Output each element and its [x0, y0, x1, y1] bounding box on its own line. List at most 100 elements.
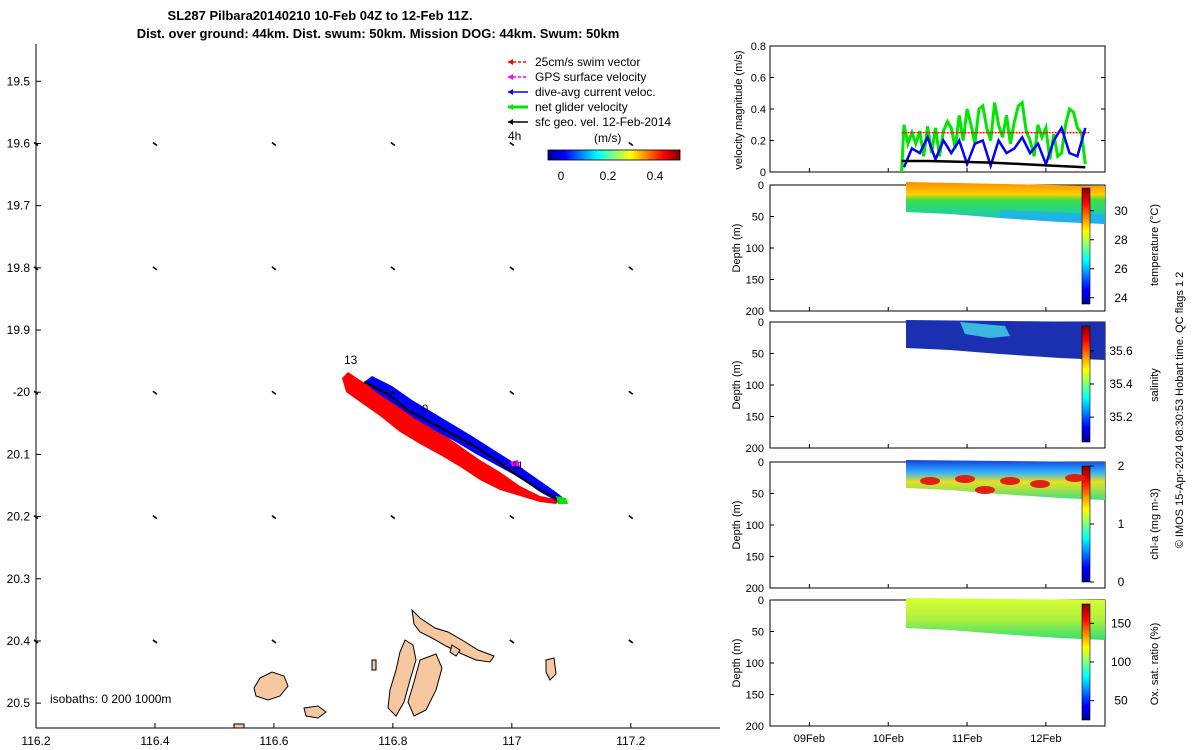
track-annotation-0: 0 — [422, 403, 428, 415]
island-5 — [303, 705, 327, 719]
cbar-tick-label: 35.2 — [1109, 410, 1133, 424]
map-x-tick-label: 116.8 — [378, 734, 407, 748]
island-1 — [411, 608, 495, 663]
map-x-tick-label: 117.2 — [616, 734, 645, 748]
oxygen-section-fill — [906, 598, 1105, 640]
figure-title-line2: Dist. over ground: 44km. Dist. swum: 50k… — [137, 26, 620, 41]
depth-tick-label: 200 — [746, 721, 764, 733]
legend-entry-label: net glider velocity — [535, 100, 628, 114]
geostrophic-vector — [152, 266, 158, 271]
map-y-ticks: 19.5 19.6 19.7 19.8 19.9 -20 20.1 20.2 20.3 20.4 2… — [7, 74, 41, 710]
depth-tick-label: 0 — [758, 180, 764, 192]
net-velocity-end — [556, 496, 568, 504]
geostrophic-vector — [152, 141, 158, 147]
chla-maximum-blob — [1000, 477, 1020, 485]
geostrophic-vector — [390, 141, 396, 147]
cbar-tick-label: 150 — [1111, 616, 1131, 630]
map-y-tick-label: 19.8 — [7, 261, 31, 275]
cbar-tick-label: 0 — [1118, 575, 1125, 589]
date-x-ticks: 09Feb 10Feb 11Feb 12Feb — [794, 168, 1061, 745]
isobaths-note: isobaths: 0 200 1000m — [50, 692, 171, 706]
geostrophic-vector — [152, 514, 158, 520]
geostrophic-vector — [628, 514, 634, 520]
island-3 — [407, 653, 443, 717]
salinity-colorbar — [1081, 325, 1091, 443]
current-velocity-swath — [364, 376, 566, 502]
oxygen-cbar-label: Ox. sat. ratio (%) — [1149, 623, 1161, 706]
map-y-tick-label: 19.5 — [7, 74, 31, 88]
depth-tick-label: 100 — [746, 380, 764, 392]
depth-tick-label: 100 — [746, 520, 764, 532]
chla-colorbar — [1081, 465, 1091, 583]
geostrophic-vector — [509, 639, 515, 644]
map-y-tick-label: -20 — [13, 385, 31, 399]
map-x-tick-label: 116.4 — [140, 734, 169, 748]
island-9 — [233, 723, 245, 729]
gps-velocity-mark — [510, 460, 520, 466]
map-x-tick-label: 116.2 — [21, 734, 50, 748]
velocity-lines — [900, 99, 1090, 173]
chla-maximum-blob — [975, 486, 995, 494]
chla-cbar-label: chl-a (mg m-3) — [1149, 488, 1161, 560]
cbar-tick-label: 2 — [1118, 459, 1125, 473]
section-panels: temperature (°C) salinity chl-a (mg m-3)… — [731, 168, 1161, 745]
map-y-tick-label: 20.2 — [7, 510, 31, 524]
velocity-panel: 0 0.2 0.4 0.6 0.8 velocity magnitude (m/s) — [733, 41, 1106, 179]
cbar-tick-label: 50 — [1114, 694, 1128, 708]
chla-maximum-blob — [955, 475, 975, 483]
depth-tick-label: 200 — [746, 583, 764, 595]
geostrophic-vector — [152, 390, 158, 395]
geostrophic-vector — [390, 266, 396, 271]
geostrophic-vector — [509, 514, 515, 520]
velocity-y-tick-label: 0.6 — [751, 73, 766, 85]
map-y-tick-label: 20.5 — [7, 696, 31, 710]
depth-tick-label: 0 — [758, 457, 764, 469]
geostrophic-vector — [271, 266, 277, 271]
depth-tick-label: 200 — [746, 443, 764, 455]
cbar-tick-label: 26 — [1114, 262, 1128, 276]
island-6 — [545, 657, 557, 681]
geostrophic-vector — [628, 639, 634, 644]
cbar-tick-label: 30 — [1114, 204, 1128, 218]
geostrophic-vector — [628, 390, 634, 395]
island-2 — [387, 639, 417, 717]
legend-entry-label: dive-avg current veloc. — [535, 85, 656, 99]
velocity-y-tick-label: 0.2 — [751, 136, 766, 148]
copyright-note: © IMOS 15-Apr-2024 08:30:53 Hobart time.… — [1174, 272, 1186, 549]
chla-maximum-blob — [1030, 480, 1050, 488]
map-y-tick-label: 19.6 — [7, 136, 31, 150]
date-tick-label: 09Feb — [794, 733, 825, 745]
map-y-tick-label: 20.4 — [7, 634, 31, 648]
velocity-y-tick-label: 0 — [760, 167, 766, 179]
legend-arrowhead — [508, 104, 513, 110]
cbar-tick-label: 35.6 — [1109, 344, 1133, 358]
map-x-ticks: 116.2 116.4 116.6 116.8 117 117.2 — [21, 723, 646, 748]
legend-entry-label: sfc geo. vel. 12-Feb-2014 — [535, 115, 671, 129]
velocity-y-tick-label: 0.8 — [751, 41, 766, 53]
depth-axis-label: Depth (m) — [731, 361, 743, 410]
depth-axis-label: Depth (m) — [731, 501, 743, 550]
salinity-section-fill — [906, 320, 1105, 360]
geostrophic-vector — [390, 514, 396, 520]
map-y-tick-label: 19.7 — [7, 199, 31, 213]
velocity-y-tick-label: 0.4 — [751, 104, 766, 116]
map-panel: 13 0 11 116.2 116.4 116.6 116.8 117 117.2 19.… — [7, 44, 720, 748]
depth-tick-label: 150 — [746, 412, 764, 424]
glider-track-line — [363, 381, 561, 501]
geostrophic-vector — [390, 390, 396, 395]
geostrophic-vector — [628, 141, 634, 147]
geostrophic-vector — [628, 266, 634, 271]
depth-tick-label: 200 — [746, 306, 764, 318]
temperature-deep-patch — [1000, 210, 1105, 224]
oxygen-colorbar — [1081, 603, 1091, 721]
legend-entry-label: 25cm/s swim vector — [535, 55, 640, 69]
oxygen-panel: Ox. sat. ratio (%) — [769, 598, 1161, 727]
island-7 — [449, 644, 461, 657]
velocity-series-line — [901, 159, 1086, 169]
geostrophic-vector — [509, 390, 515, 395]
glider-track — [342, 372, 568, 504]
map-x-tick-label: 116.6 — [259, 734, 288, 748]
